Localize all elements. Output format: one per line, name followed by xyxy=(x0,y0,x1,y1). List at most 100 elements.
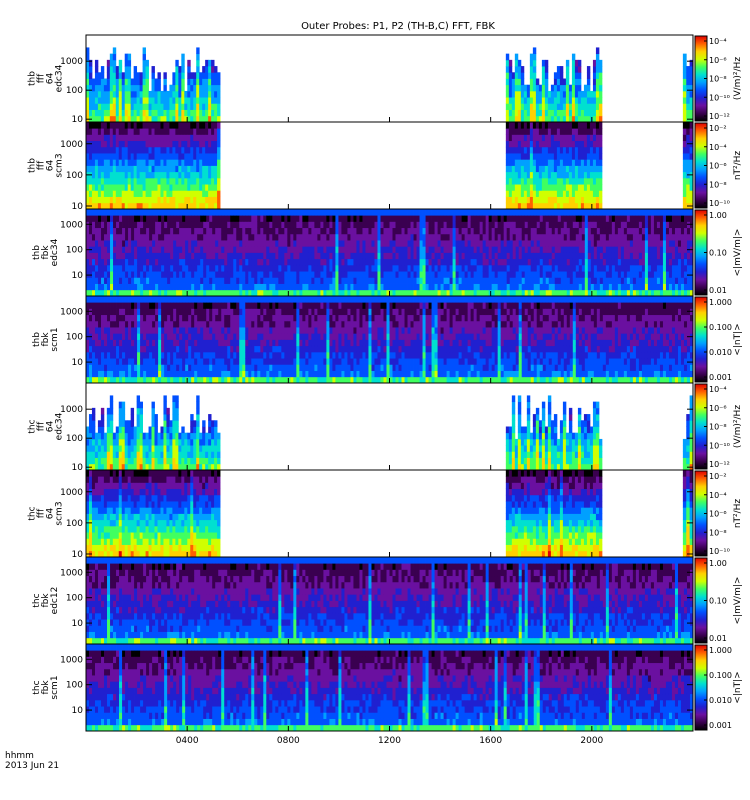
spectrogram-cell xyxy=(599,258,604,266)
spectrogram-cell xyxy=(101,327,105,334)
spectrogram-cell xyxy=(163,72,167,79)
spectrogram-cell xyxy=(428,289,432,296)
spectrogram-cell xyxy=(446,283,450,291)
spectrogram-cell xyxy=(544,171,549,179)
spectrogram-cell xyxy=(206,215,210,222)
spectrogram-cell xyxy=(338,209,342,216)
spectrogram-cell xyxy=(683,283,688,291)
spectrogram-cell xyxy=(242,215,246,222)
spectrogram-cell xyxy=(586,109,591,117)
spectrogram-cell xyxy=(122,246,126,253)
spectrogram-cell xyxy=(518,277,523,284)
spectrogram-cell xyxy=(659,277,664,284)
spectrogram-cell xyxy=(517,165,522,173)
spectrogram-cell xyxy=(520,84,525,92)
spectrogram-cell xyxy=(128,277,132,284)
spectrogram-cell xyxy=(133,128,138,135)
spectrogram-cell xyxy=(94,202,99,209)
spectrogram-cell xyxy=(104,246,108,253)
spectrogram-cell xyxy=(586,177,591,185)
spectrogram-cell xyxy=(128,233,132,241)
spectrogram-cell xyxy=(142,196,146,204)
spectrogram-cell xyxy=(521,289,526,296)
spectrogram-cell xyxy=(533,246,538,253)
spectrogram-cell xyxy=(530,215,535,222)
spectrogram-cell xyxy=(682,184,687,191)
spectrogram-cell xyxy=(157,146,161,154)
spectrogram-cell xyxy=(272,209,276,216)
spectrogram-cell xyxy=(224,215,228,222)
spectrogram-cell xyxy=(131,308,135,316)
spectrogram-cell xyxy=(517,66,522,73)
spectrogram-cell xyxy=(143,289,147,296)
spectrogram-cell xyxy=(514,134,519,142)
spectrogram-cell xyxy=(157,103,161,110)
spectrogram-cell xyxy=(565,146,570,154)
spectrogram-cell xyxy=(299,233,303,241)
spectrogram-cell xyxy=(151,177,155,185)
spectrogram-cell xyxy=(682,128,687,135)
spectrogram-cell xyxy=(467,283,472,291)
spectrogram-cell xyxy=(577,190,582,197)
spectrogram-cell xyxy=(551,246,556,253)
spectrogram-cell xyxy=(626,252,631,260)
spectrogram-cell xyxy=(224,252,228,260)
spectrogram-cell xyxy=(511,97,516,104)
spectrogram-cell xyxy=(572,227,577,235)
spectrogram-cell xyxy=(116,370,120,378)
spectrogram-cell xyxy=(536,233,541,241)
spectrogram-cell xyxy=(491,264,496,272)
spectrogram-cell xyxy=(287,246,291,253)
spectrogram-cell xyxy=(514,78,519,86)
spectrogram-cell xyxy=(602,277,607,284)
spectrogram-cell xyxy=(272,252,276,260)
spectrogram-cell xyxy=(169,177,173,185)
spectrogram-cell xyxy=(659,271,664,278)
spectrogram-cell xyxy=(356,258,360,266)
spectrogram-cell xyxy=(518,252,523,260)
spectrogram-cell xyxy=(440,233,444,241)
spectrogram-cell xyxy=(122,296,126,303)
spectrogram-cell xyxy=(584,258,589,266)
spectrogram-cell xyxy=(269,271,273,278)
spectrogram-cell xyxy=(488,233,493,241)
spectrogram-cell xyxy=(596,264,601,272)
spectrogram-cell xyxy=(188,277,192,284)
spectrogram-cell xyxy=(92,271,96,278)
spectrogram-cell xyxy=(550,115,555,122)
spectrogram-cell xyxy=(91,109,96,117)
spectrogram-cell xyxy=(245,209,249,216)
spectrogram-cell xyxy=(269,227,273,235)
spectrogram-cell xyxy=(577,97,582,104)
spectrogram-cell xyxy=(395,215,399,222)
spectrogram-cell xyxy=(574,59,579,67)
spectrogram-cell xyxy=(505,177,510,185)
spectrogram-cell xyxy=(544,159,549,166)
spectrogram-cell xyxy=(92,314,96,322)
spectrogram-cell xyxy=(577,196,582,204)
spectrogram-cell xyxy=(599,221,604,229)
spectrogram-cell xyxy=(208,90,212,98)
spectrogram-cell xyxy=(130,78,135,86)
spectrogram-cell xyxy=(86,327,90,334)
spectrogram-cell xyxy=(260,289,264,296)
spectrogram-cell xyxy=(163,122,167,129)
spectrogram-cell xyxy=(365,277,369,284)
spectrogram-cell xyxy=(517,59,522,67)
spectrogram-cell xyxy=(202,103,206,110)
spectrogram-cell xyxy=(598,103,603,110)
spectrogram-cell xyxy=(197,221,201,229)
spectrogram-cell xyxy=(173,209,177,216)
spectrogram-cell xyxy=(329,258,333,266)
spectrogram-cell xyxy=(217,153,221,160)
spectrogram-cell xyxy=(544,97,549,104)
spectrogram-cell xyxy=(377,252,381,260)
spectrogram-cell xyxy=(218,289,222,296)
spectrogram-cell xyxy=(682,103,687,110)
spectrogram-cell xyxy=(476,252,481,260)
spectrogram-cell xyxy=(580,103,585,110)
spectrogram-cell xyxy=(529,159,534,166)
spectrogram-cell xyxy=(500,289,505,296)
spectrogram-cell xyxy=(554,221,559,229)
spectrogram-cell xyxy=(350,246,354,253)
